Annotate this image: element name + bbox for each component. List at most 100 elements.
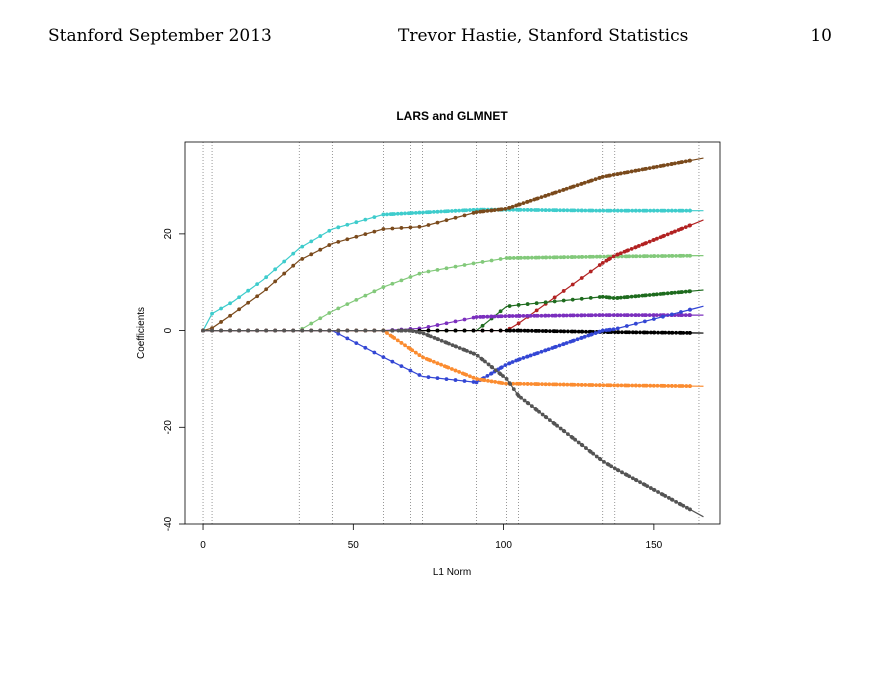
- data-point: [539, 313, 544, 318]
- data-point: [644, 166, 648, 171]
- data-point: [662, 291, 666, 296]
- data-point: [572, 184, 576, 189]
- data-point: [647, 239, 652, 244]
- data-point: [608, 313, 612, 318]
- data-point: [480, 328, 485, 333]
- data-point: [336, 239, 341, 244]
- data-point: [474, 210, 479, 215]
- data-point: [604, 313, 609, 318]
- data-point: [627, 330, 632, 335]
- data-point: [300, 328, 305, 333]
- data-point: [644, 241, 648, 245]
- data-point: [564, 341, 569, 345]
- data-point: [388, 333, 393, 338]
- data-point: [551, 255, 556, 260]
- data-point: [426, 325, 431, 329]
- data-point: [674, 253, 679, 258]
- data-point: [584, 254, 588, 259]
- data-point: [426, 328, 431, 333]
- data-point: [483, 359, 487, 364]
- data-point: [640, 313, 645, 318]
- data-point: [619, 383, 624, 388]
- data-point: [354, 220, 359, 225]
- data-point: [485, 208, 490, 213]
- data-point: [264, 328, 269, 333]
- header-author: Trevor Hastie, Stanford Statistics: [398, 26, 689, 46]
- data-point: [561, 188, 566, 192]
- slide-header: Stanford September 2013 Trevor Hastie, S…: [0, 26, 880, 56]
- data-point: [507, 206, 511, 210]
- data-point: [546, 347, 551, 352]
- data-point: [683, 289, 688, 294]
- data-point: [499, 207, 504, 212]
- data-point: [410, 348, 415, 353]
- data-point: [673, 290, 677, 295]
- data-point: [489, 379, 494, 384]
- data-point: [616, 330, 621, 335]
- y-axis-label: Coefficients: [136, 307, 147, 359]
- data-point: [543, 313, 547, 318]
- data-point: [399, 340, 404, 345]
- data-point: [453, 328, 458, 333]
- data-point: [525, 313, 529, 318]
- data-point: [688, 208, 692, 213]
- data-point: [435, 328, 440, 333]
- data-point: [633, 294, 638, 299]
- data-point: [522, 328, 527, 333]
- data-point: [481, 209, 486, 214]
- data-point: [529, 404, 534, 409]
- data-point: [591, 451, 596, 456]
- data-point: [514, 314, 519, 318]
- data-point: [406, 211, 411, 216]
- data-point: [417, 210, 422, 215]
- data-point: [654, 292, 659, 297]
- data-point: [490, 365, 495, 370]
- data-point: [417, 224, 422, 229]
- data-point: [421, 210, 425, 215]
- data-point: [629, 294, 634, 299]
- data-point: [630, 330, 635, 335]
- data-point: [652, 330, 657, 335]
- data-point: [688, 307, 692, 312]
- data-point: [659, 492, 664, 496]
- data-point: [615, 383, 620, 388]
- data-point: [582, 334, 587, 339]
- data-point: [660, 314, 665, 319]
- data-point: [590, 383, 595, 387]
- data-point: [454, 344, 459, 349]
- data-point: [318, 328, 323, 333]
- data-point: [525, 354, 529, 359]
- data-point: [622, 313, 627, 318]
- data-point: [428, 334, 433, 339]
- data-point: [336, 225, 341, 230]
- data-point: [309, 321, 314, 326]
- data-point: [576, 255, 581, 259]
- data-point: [246, 300, 251, 305]
- data-point: [537, 255, 541, 260]
- data-point: [539, 349, 544, 354]
- data-point: [612, 330, 617, 335]
- data-point: [633, 321, 638, 326]
- data-point: [622, 170, 627, 175]
- data-point: [533, 407, 538, 411]
- data-point: [561, 298, 566, 303]
- data-point: [583, 208, 588, 213]
- data-point: [327, 228, 332, 233]
- data-point: [453, 215, 458, 220]
- data-point: [572, 382, 577, 387]
- data-point: [510, 360, 515, 364]
- x-tick-label: 0: [200, 540, 206, 551]
- data-point: [372, 350, 377, 355]
- data-point: [576, 440, 581, 445]
- data-point: [641, 208, 645, 213]
- data-point: [629, 313, 634, 318]
- data-point: [674, 499, 679, 504]
- data-point: [345, 222, 350, 227]
- data-point: [522, 381, 526, 386]
- data-point: [403, 211, 407, 216]
- data-point: [435, 323, 440, 327]
- data-point: [499, 365, 504, 370]
- data-point: [489, 328, 494, 333]
- data-point: [584, 329, 588, 334]
